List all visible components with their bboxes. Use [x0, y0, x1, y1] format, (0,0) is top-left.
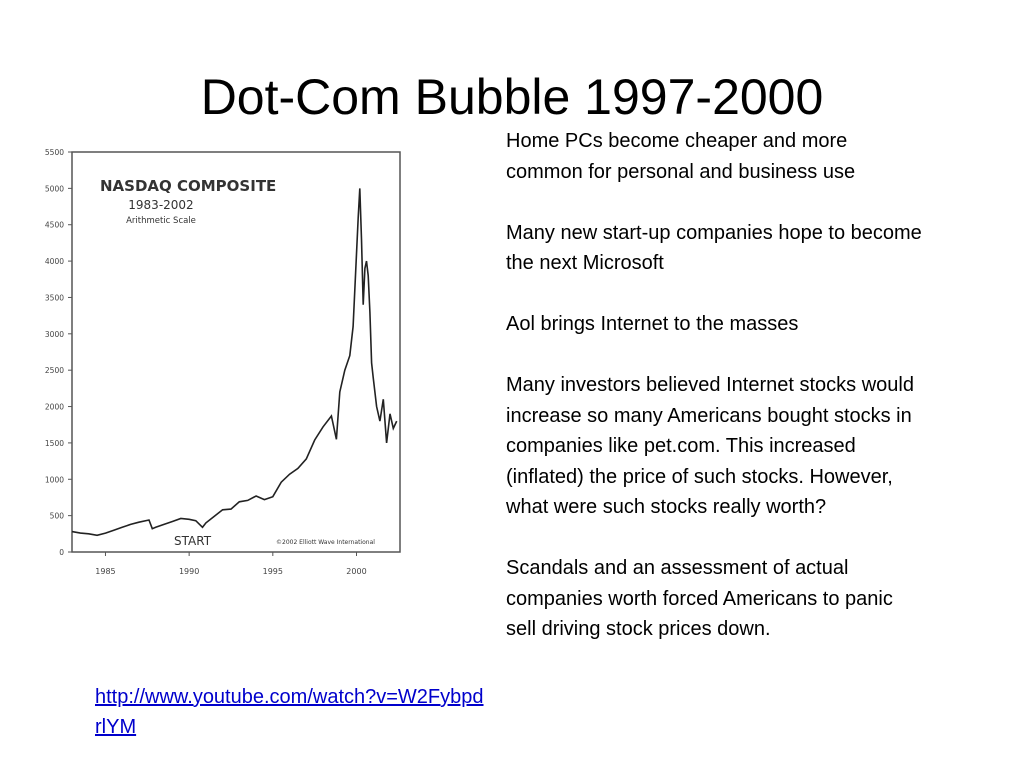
youtube-link[interactable]: http://www.youtube.com/watch?v=W2Fybpdrl…	[95, 686, 484, 738]
x-axis-ticks: 1985 1990 1995 2000	[95, 552, 367, 576]
bullet-list: Home PCs become cheaper and more common …	[506, 126, 926, 675]
y-tick-label: 500	[50, 512, 65, 521]
bullet-item: Many investors believed Internet stocks …	[506, 374, 914, 518]
x-tick-label: 1985	[95, 567, 115, 576]
y-tick-label: 3500	[45, 293, 64, 302]
slide-title: Dot-Com Bubble 1997-2000	[200, 69, 824, 125]
nasdaq-chart: 5500 5000 4500 4000 3500 3000 2500 2000 1500 1000…	[36, 146, 406, 582]
y-tick-label: 4500	[45, 221, 64, 230]
nasdaq-chart-svg: 5500500045004000350030002500200015001000…	[45, 148, 401, 576]
y-tick-label: 4000	[45, 257, 64, 266]
chart-annotation-start: START	[174, 534, 212, 548]
chart-title: NASDAQ COMPOSITE	[100, 177, 276, 195]
bullet-item: Aol brings Internet to the masses	[506, 313, 799, 335]
x-tick-label: 1990	[179, 567, 199, 576]
chart-subtitle: 1983-2002	[128, 198, 193, 212]
y-axis-ticks: 5500500045004000350030002500200015001000…	[45, 148, 72, 557]
y-tick-label: 1500	[45, 439, 64, 448]
chart-copyright: ©2002 Elliott Wave International	[276, 539, 375, 546]
y-tick-label: 1000	[45, 475, 64, 484]
bullet-item: Many new start-up companies hope to beco…	[506, 221, 922, 275]
y-tick-label: 5500	[45, 148, 64, 157]
x-tick-label: 1995	[263, 567, 283, 576]
y-tick-label: 2500	[45, 366, 64, 375]
y-tick-label: 3000	[45, 330, 64, 339]
y-tick-label: 2000	[45, 403, 64, 412]
bullet-item: Home PCs become cheaper and more common …	[506, 130, 856, 183]
chart-scale-note: Arithmetic Scale	[126, 216, 196, 226]
nasdaq-series-line	[71, 188, 398, 537]
y-tick-label: 5000	[45, 184, 64, 193]
x-tick-label: 2000	[346, 567, 366, 576]
y-tick-label: 0	[59, 548, 64, 557]
plot-frame	[71, 151, 401, 553]
bullet-item: Scandals and an assessment of actual com…	[506, 557, 893, 640]
